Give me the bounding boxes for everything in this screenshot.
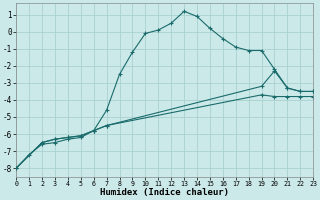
X-axis label: Humidex (Indice chaleur): Humidex (Indice chaleur) — [100, 188, 229, 197]
